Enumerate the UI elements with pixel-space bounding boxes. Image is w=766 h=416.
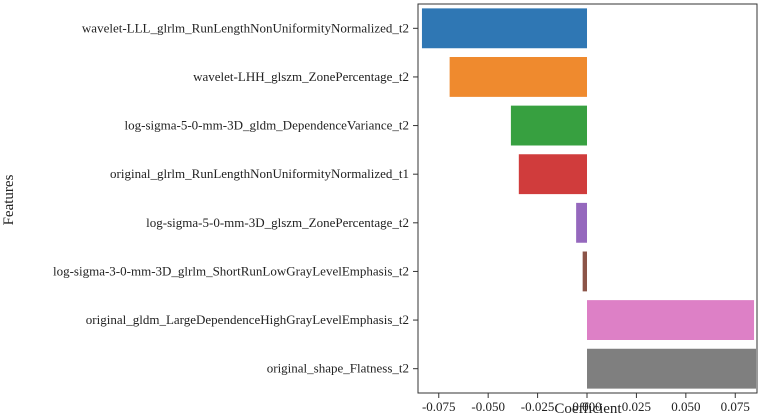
bar-8	[587, 348, 757, 389]
y-axis-title: Features	[1, 174, 17, 225]
x-tick-label: 0.050	[671, 399, 700, 414]
bar-5	[576, 202, 588, 243]
bar-1	[421, 8, 588, 49]
x-tick-label: -0.025	[521, 399, 555, 414]
bar-7	[587, 300, 755, 340]
x-axis-title: Coefficient	[554, 401, 622, 416]
x-tick-label: -0.075	[422, 399, 456, 414]
bar-2	[449, 57, 588, 97]
x-axis-ticks: -0.075 -0.050 -0.025 0.000 0.025 0.050 0.075	[422, 393, 750, 414]
category-label: original_gldm_LargeDependenceHighGrayLev…	[86, 312, 409, 327]
bar-4	[518, 154, 588, 195]
category-label: log-sigma-5-0-mm-3D_gldm_DependenceVaria…	[125, 118, 409, 133]
category-label: wavelet-LLL_glrlm_RunLengthNonUniformity…	[82, 20, 409, 35]
x-tick-label: 0.025	[622, 399, 651, 414]
x-tick-label: 0.075	[721, 399, 750, 414]
category-label: original_shape_Flatness_t2	[267, 361, 409, 376]
category-label: log-sigma-5-0-mm-3D_glszm_ZonePercentage…	[146, 215, 409, 230]
category-label: log-sigma-3-0-mm-3D_glrlm_ShortRunLowGra…	[53, 263, 409, 278]
category-label: original_glrlm_RunLengthNonUniformityNor…	[110, 166, 409, 181]
bar-3	[510, 105, 588, 146]
x-tick-label: 0.000	[572, 399, 601, 414]
x-tick-label: -0.050	[471, 399, 505, 414]
bar-6	[582, 251, 588, 292]
category-labels: wavelet-LLL_glrlm_RunLengthNonUniformity…	[53, 20, 418, 376]
bars-group	[421, 8, 757, 389]
category-label: wavelet-LHH_glszm_ZonePercentage_t2	[193, 69, 409, 84]
